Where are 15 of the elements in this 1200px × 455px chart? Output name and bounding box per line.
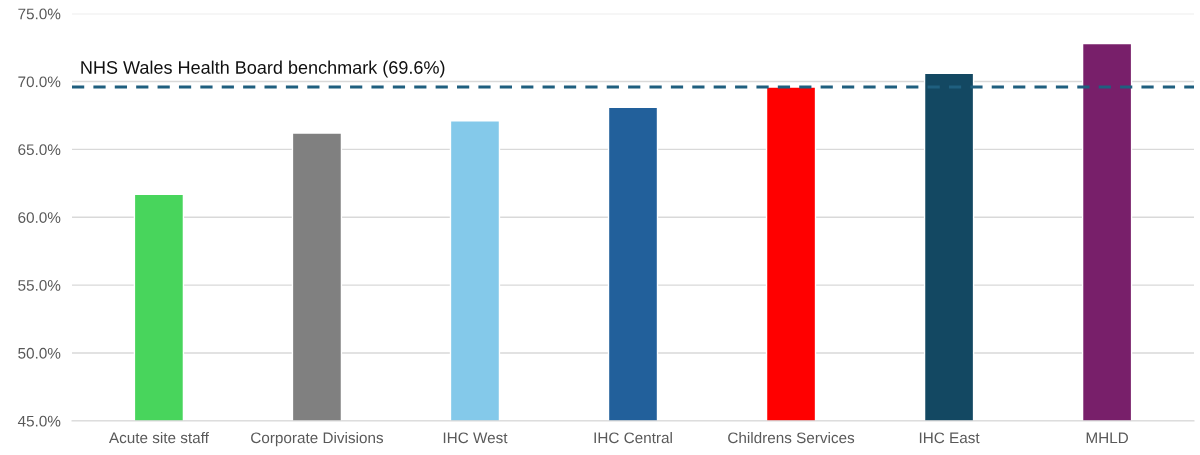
y-tick-label: 60.0%	[18, 212, 61, 223]
x-tick-label: IHC East	[919, 432, 980, 444]
y-tick-label: 65.0%	[18, 144, 61, 156]
x-tick-label: IHC West	[443, 432, 508, 444]
x-tick-label: MHLD	[1086, 432, 1128, 444]
ref-line-label: NHS Wales Health Board benchmark (69.6%)	[81, 60, 445, 78]
x-tick-label: Corporate Divisions	[251, 431, 384, 447]
x-tick-label: Childrens Services	[728, 431, 855, 444]
x-tick-label: Acute site staff	[108, 431, 209, 444]
y-tick-label: 55.0%	[18, 280, 61, 291]
y-tick-label: 70.0%	[18, 76, 61, 88]
x-tick-label: IHC Central	[594, 431, 672, 444]
y-tick-label: 50.0%	[18, 347, 61, 359]
y-tick-label: 45.0%	[17, 415, 61, 427]
y-tick-label: 75.0%	[18, 8, 61, 20]
